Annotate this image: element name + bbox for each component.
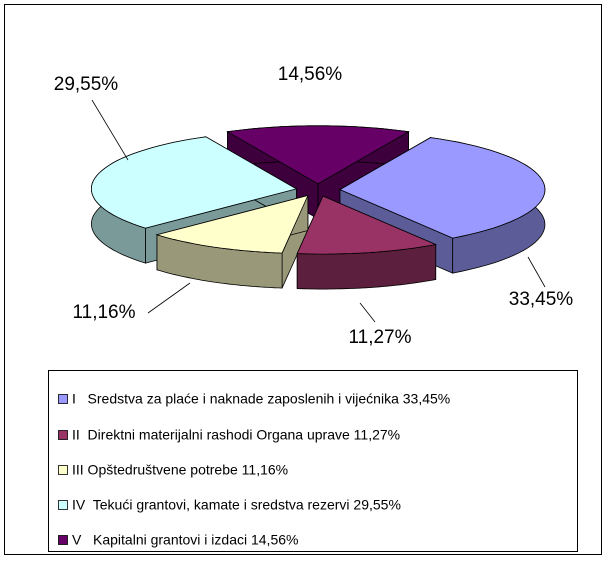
legend-swatch <box>58 500 68 510</box>
data-label: 29,55% <box>54 74 119 95</box>
slice <box>155 194 309 254</box>
leader-line <box>147 282 191 314</box>
slice <box>90 136 298 229</box>
legend-swatch <box>58 394 68 404</box>
data-label: 14,56% <box>278 64 343 85</box>
leader-line <box>527 256 546 288</box>
legend-swatch <box>58 430 68 440</box>
labels: 33,45% 11,27% 11,16% 29,55% 14,56% <box>54 64 574 348</box>
legend-label: IV Tekući grantovi, kamate i sredstva re… <box>72 497 401 513</box>
legend-label: V Kapitalni grantovi i izdaci 14,56% <box>72 532 298 548</box>
slice <box>226 125 410 185</box>
data-label: 11,16% <box>72 302 135 323</box>
legend-swatch <box>58 535 68 545</box>
pie <box>90 125 546 290</box>
data-label: 11,27% <box>348 327 411 348</box>
legend: I Sredstva za plaće i naknade zaposlenih… <box>58 391 450 548</box>
legend-label: II Direktni materijalni rashodi Organa u… <box>72 427 400 443</box>
slice <box>339 137 546 239</box>
slice <box>296 195 438 255</box>
legend-swatch <box>58 465 68 475</box>
leader-line <box>359 302 376 323</box>
leader-line <box>91 99 129 161</box>
legend-label: III Opštedruštvene potrebe 11,16% <box>72 462 288 478</box>
legend-label: I Sredstva za plaće i naknade zaposlenih… <box>72 391 450 407</box>
data-label: 33,45% <box>509 289 574 310</box>
legend-box <box>48 370 578 552</box>
